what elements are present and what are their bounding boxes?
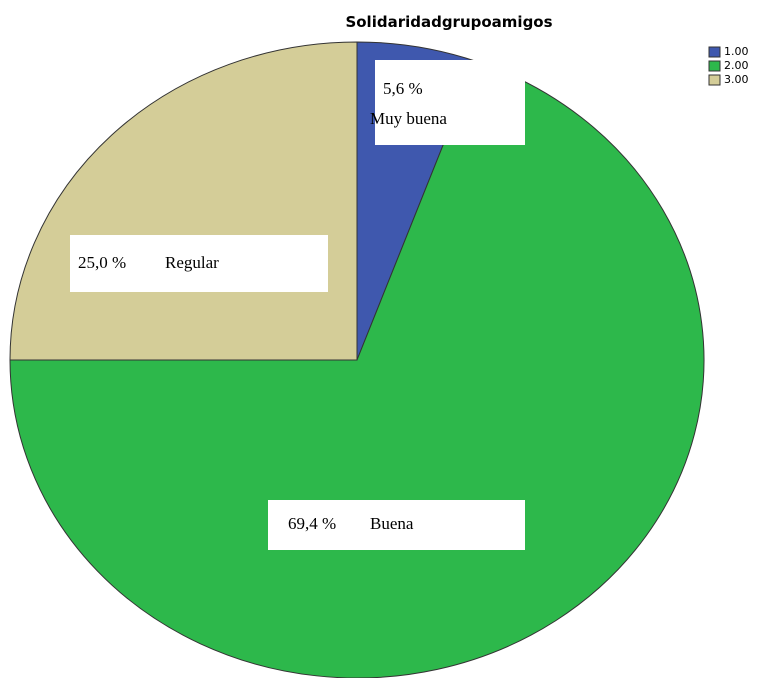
data-label: 5,6 % [383, 79, 423, 98]
label-box [268, 500, 525, 550]
data-label: 25,0 % [78, 253, 126, 272]
label-box [375, 60, 525, 145]
legend-swatch [708, 74, 721, 86]
data-label-name: Regular [165, 253, 219, 272]
legend-swatch [708, 46, 721, 58]
chart-title: Solidaridadgrupoamigos [345, 13, 552, 31]
pie-slice [9, 60, 705, 678]
legend-label: 1.00 [724, 45, 749, 58]
pie-slice [9, 41, 358, 361]
legend-label: 2.00 [724, 59, 749, 72]
data-label-name: Buena [370, 514, 414, 533]
data-label-name: Muy buena [370, 109, 447, 128]
data-label: 69,4 % [288, 514, 336, 533]
legend-swatch [708, 60, 721, 72]
legend-label: 3.00 [724, 73, 749, 86]
label-box [70, 235, 328, 292]
